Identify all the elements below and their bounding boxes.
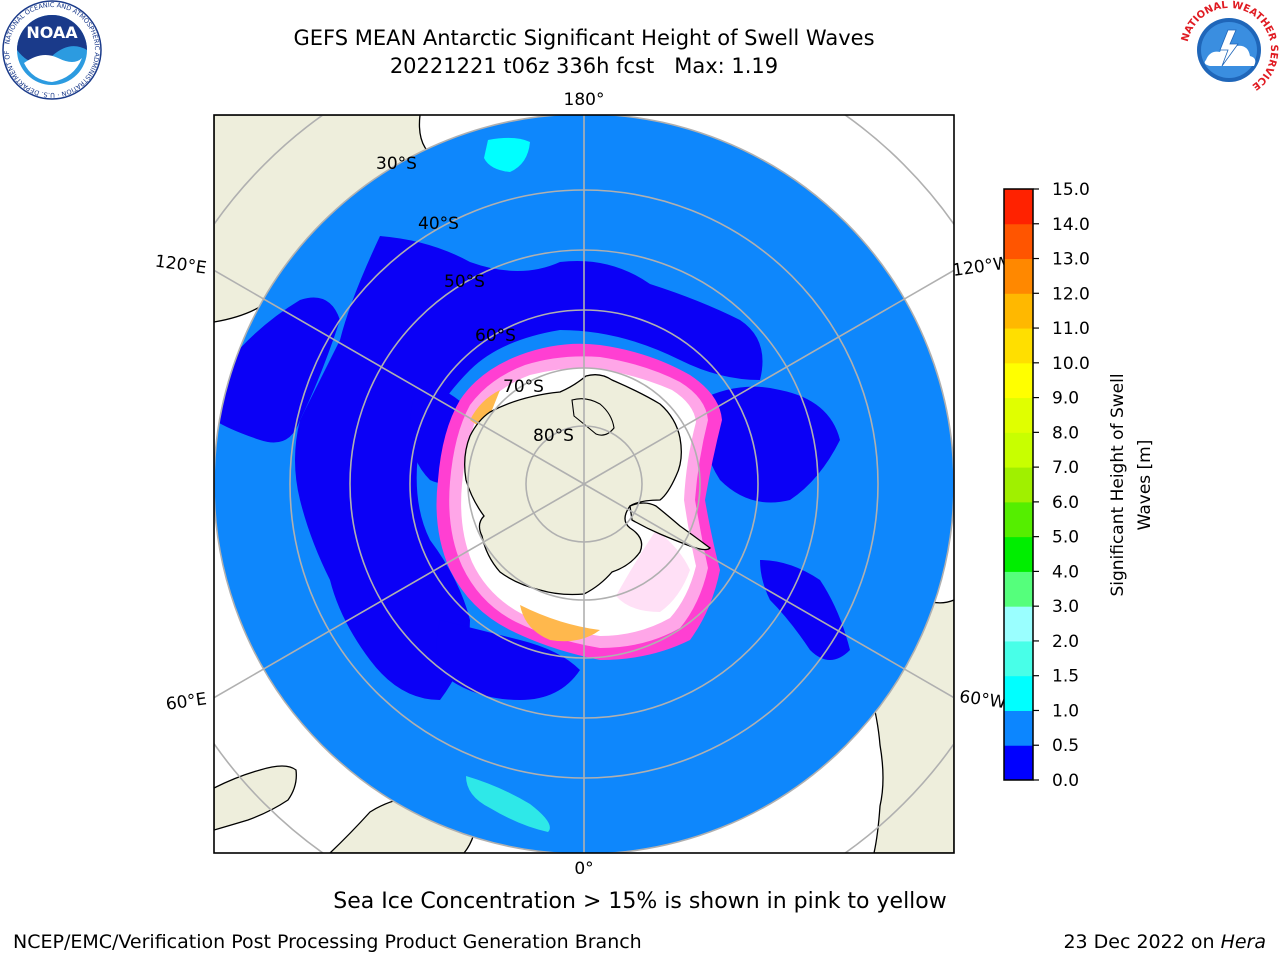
colorbar-tick-label: 0.5 [1052,736,1079,756]
caption: Sea Ice Concentration > 15% is shown in … [333,889,947,914]
colorbar-segment [1004,397,1033,433]
colorbar-segment [1004,223,1033,260]
lat-label-70s: 70°S [503,377,544,397]
colorbar-frame [1003,188,1034,781]
chart-title: GEFS MEAN Antarctic Significant Height o… [293,26,875,50]
footer-date-text: 23 Dec 2022 on [1063,931,1221,953]
chart-subtitle: 20221221 t06z 336h fcst Max: 1.19 [389,54,779,78]
noaa-logo-text: NOAA [26,23,78,42]
footer-date: 23 Dec 2022 on Hera [1063,931,1266,953]
colorbar-tick-label: 14.0 [1052,215,1090,235]
colorbar-tick-label: 6.0 [1052,493,1079,513]
colorbar-tick-label: 5.0 [1052,528,1079,548]
colorbar-tick-label: 7.0 [1052,458,1079,478]
lon-label-120e: 120°E [154,252,208,279]
colorbar-tick-label: 2.0 [1052,632,1079,652]
antarctica [464,374,682,596]
lon-label-60e: 60°E [165,689,208,714]
colorbar-tick-label: 3.0 [1052,597,1079,617]
lat-label-40s: 40°S [418,214,459,234]
colorbar-tick-label: 8.0 [1052,423,1079,443]
colorbar-tick-label: 10.0 [1052,354,1090,374]
noaa-logo: NATIONAL OCEANIC AND ATMOSPHERIC ADMINIS… [2,0,102,100]
lon-label-120w: 120°W [951,253,1011,281]
lat-label-50s: 50°S [444,272,485,292]
colorbar-tick-label: 15.0 [1052,180,1090,200]
colorbar-tick-label: 12.0 [1052,284,1090,304]
latitude-labels: 30°S 40°S 50°S 60°S 70°S 80°S [376,154,574,446]
colorbar-tick-label: 9.0 [1052,389,1079,409]
colorbar-segment [1004,432,1033,468]
colorbar-segment [1004,571,1033,607]
lon-label-180: 180° [564,90,605,110]
colorbar-segment [1004,606,1033,642]
colorbar-segment [1004,467,1033,503]
lat-label-30s: 30°S [376,154,417,174]
nws-logo: NATIONAL WEATHER SERVICE [1180,0,1279,99]
colorbar-segment [1004,293,1033,329]
colorbar-segment [1004,675,1033,711]
colorbar-segment [1004,501,1033,538]
colorbar-tick-label: 13.0 [1052,250,1090,270]
colorbar-segment [1004,258,1033,294]
colorbar-segment [1004,189,1033,225]
colorbar-segment [1004,536,1033,572]
colorbar-segment [1004,710,1033,746]
cyan-patch-north [484,137,530,172]
colorbar-tick-label: 1.0 [1052,701,1079,721]
lon-label-0: 0° [574,859,593,879]
colorbar-label-line2: Waves [m] [1135,440,1155,531]
colorbar-segment [1004,640,1033,677]
lat-label-60s: 60°S [475,326,516,346]
madagascar [214,765,297,831]
footer-credit: NCEP/EMC/Verification Post Processing Pr… [13,931,642,953]
lat-label-80s: 80°S [533,426,574,446]
colorbar-segment [1004,362,1033,399]
footer-host: Hera [1220,931,1266,953]
colorbar-label-line1: Significant Height of Swell [1108,373,1128,596]
colorbar-tick-label: 4.0 [1052,562,1079,582]
colorbar-tick-label: 1.5 [1052,667,1079,687]
map-frame [213,114,955,854]
colorbar-segment [1004,328,1033,364]
cyan-patch-south [466,776,550,832]
colorbar-tick-label: 11.0 [1052,319,1090,339]
colorbar-segment [1004,745,1033,781]
colorbar: 0.0 0.5 1.0 1.5 2.0 3.0 4.0 5.0 6.0 7.0 8.0 9.0 10.0… [1003,180,1090,791]
colorbar-tick-label: 0.0 [1052,771,1079,791]
antarctic-peninsula [629,502,711,551]
lon-label-60w: 60°W [958,687,1007,713]
